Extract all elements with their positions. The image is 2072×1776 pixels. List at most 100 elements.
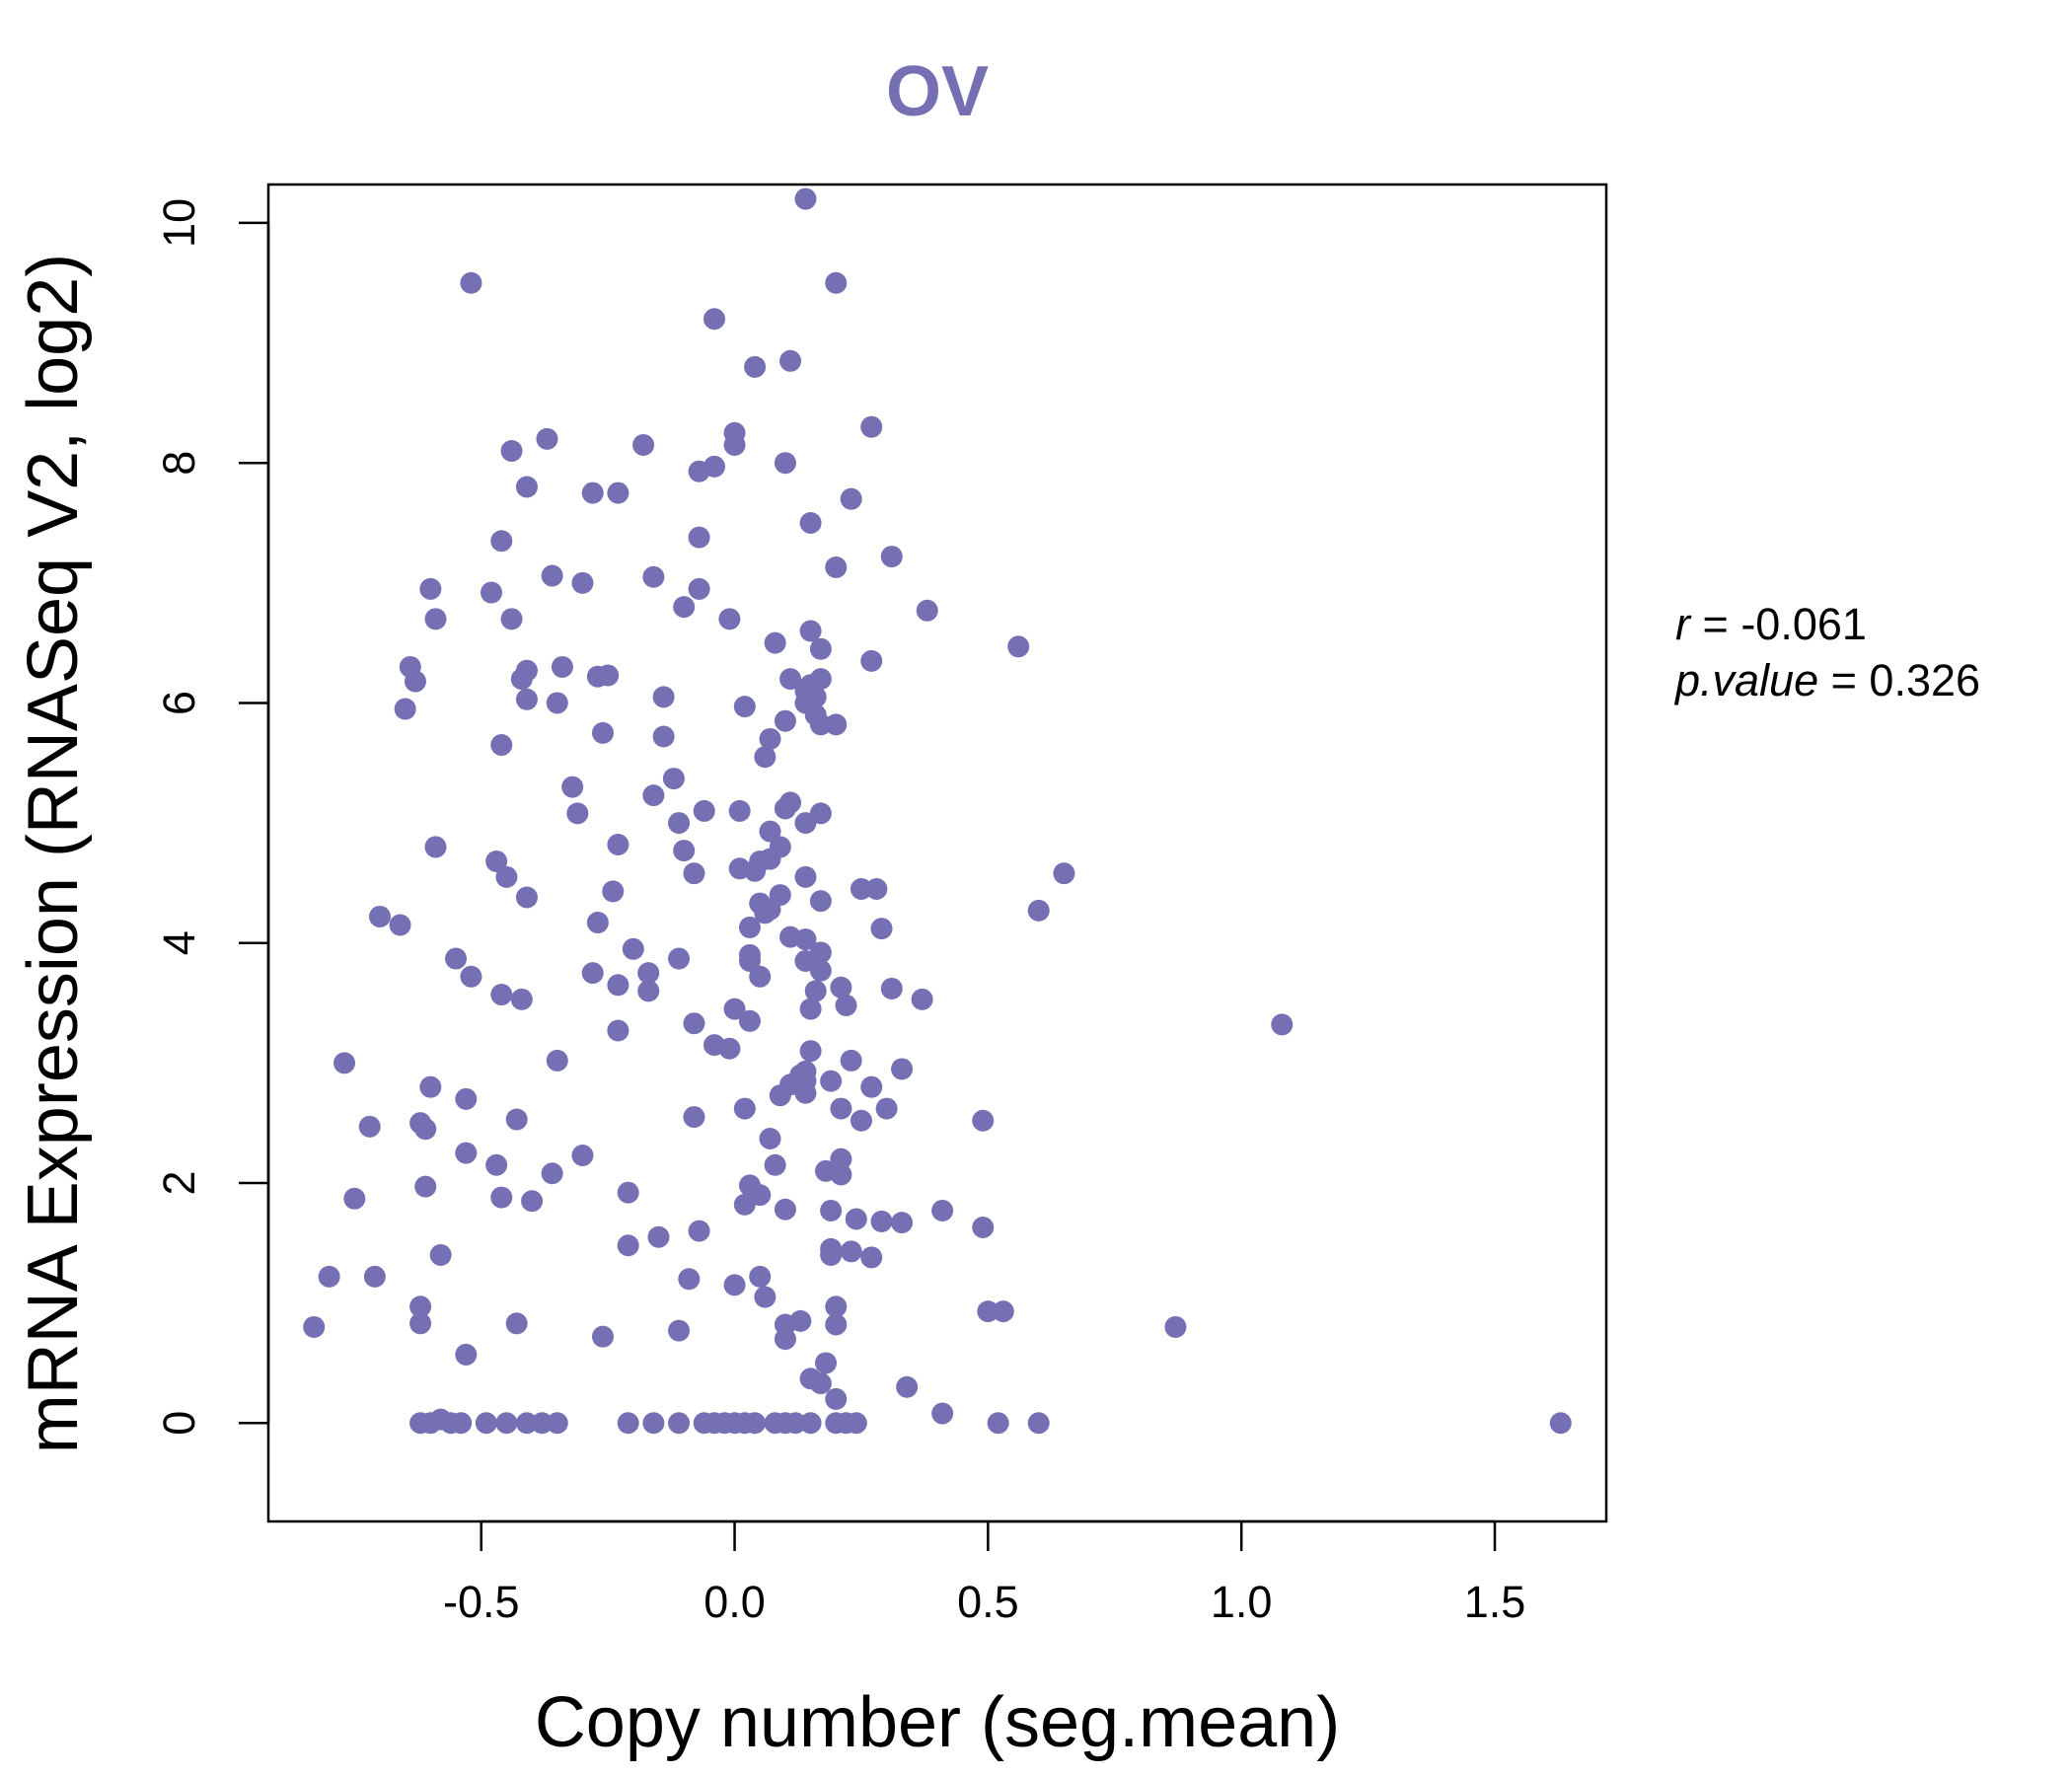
data-point xyxy=(363,1265,386,1288)
data-point xyxy=(490,984,513,1006)
data-point xyxy=(825,271,848,294)
data-point xyxy=(703,308,725,331)
data-point xyxy=(637,980,660,1002)
data-point xyxy=(586,912,609,934)
data-point xyxy=(830,976,852,999)
data-point xyxy=(774,1198,796,1221)
data-point xyxy=(840,487,862,510)
data-point xyxy=(688,1220,710,1242)
data-point xyxy=(617,1412,639,1435)
data-point xyxy=(754,902,777,925)
data-point xyxy=(455,1343,478,1366)
data-point xyxy=(1549,1412,1572,1435)
data-point xyxy=(738,1009,761,1032)
y-tick-label: 10 xyxy=(154,198,204,248)
data-point xyxy=(764,631,786,654)
data-point xyxy=(860,1075,883,1098)
data-point xyxy=(678,1268,701,1291)
data-point xyxy=(617,1181,639,1204)
data-point xyxy=(825,1387,848,1410)
data-point xyxy=(592,721,614,744)
data-point xyxy=(673,596,696,619)
data-point xyxy=(647,1225,670,1248)
data-point xyxy=(896,1375,919,1398)
data-point xyxy=(744,859,767,882)
data-point xyxy=(860,415,883,438)
data-point xyxy=(809,959,832,982)
data-point xyxy=(804,980,827,1002)
data-point xyxy=(571,1145,594,1167)
data-point xyxy=(1027,899,1050,922)
data-point xyxy=(424,836,447,858)
data-point xyxy=(733,1097,756,1120)
data-point xyxy=(809,637,832,660)
data-point xyxy=(738,949,761,972)
data-point xyxy=(495,865,518,888)
data-point xyxy=(688,526,710,549)
data-point xyxy=(815,1352,837,1374)
data-point xyxy=(460,965,482,988)
data-point xyxy=(652,686,675,708)
data-point xyxy=(830,1147,852,1170)
data-point xyxy=(475,1412,497,1435)
data-point xyxy=(531,1412,554,1435)
data-point xyxy=(668,947,691,970)
data-point xyxy=(799,998,822,1020)
data-point xyxy=(870,918,893,940)
data-point xyxy=(728,799,751,822)
data-point xyxy=(602,880,625,903)
data-point xyxy=(825,556,848,579)
x-axis-title: Copy number (seg.mean) xyxy=(535,1683,1340,1762)
data-point xyxy=(774,452,796,475)
data-point xyxy=(733,1193,756,1216)
data-point xyxy=(825,1313,848,1336)
data-point xyxy=(490,734,513,757)
data-point xyxy=(845,1208,867,1230)
data-point xyxy=(683,1106,705,1129)
data-point xyxy=(536,427,558,450)
r-value: -0.061 xyxy=(1740,599,1867,649)
data-point xyxy=(809,890,832,913)
data-point xyxy=(515,476,538,498)
r-stat: r = -0.061 xyxy=(1675,599,1867,649)
data-point xyxy=(987,1412,1009,1435)
data-point xyxy=(1027,1412,1050,1435)
data-point xyxy=(744,1412,767,1435)
data-point xyxy=(668,812,691,835)
data-point xyxy=(718,1037,741,1060)
data-point xyxy=(607,1019,629,1042)
data-point xyxy=(668,1412,691,1435)
data-point xyxy=(779,668,802,691)
data-point xyxy=(389,914,411,936)
data-point xyxy=(455,1142,478,1164)
data-point xyxy=(566,802,589,825)
data-point xyxy=(744,355,767,378)
data-point xyxy=(683,1012,705,1035)
data-point xyxy=(1271,1013,1294,1036)
y-tick-label: 8 xyxy=(154,451,204,476)
data-point xyxy=(733,696,756,718)
data-point xyxy=(515,688,538,710)
r-equals: = xyxy=(1703,599,1741,649)
data-point xyxy=(394,698,416,720)
data-point xyxy=(764,1153,786,1176)
data-point xyxy=(642,1412,665,1435)
data-point xyxy=(673,840,696,862)
data-point xyxy=(642,565,665,588)
data-point xyxy=(460,271,482,294)
data-point xyxy=(546,692,568,714)
data-point xyxy=(809,1372,832,1395)
data-point xyxy=(515,886,538,909)
data-point xyxy=(642,784,665,807)
data-point xyxy=(931,1199,954,1221)
data-point xyxy=(840,1049,862,1072)
data-point xyxy=(318,1265,340,1288)
data-point xyxy=(607,481,629,504)
data-point xyxy=(769,1084,791,1107)
data-point xyxy=(820,1070,843,1092)
data-point xyxy=(784,1412,807,1435)
p-equals: = xyxy=(1831,655,1870,705)
data-point xyxy=(799,512,822,535)
data-point xyxy=(916,599,938,622)
data-point xyxy=(541,1162,563,1185)
